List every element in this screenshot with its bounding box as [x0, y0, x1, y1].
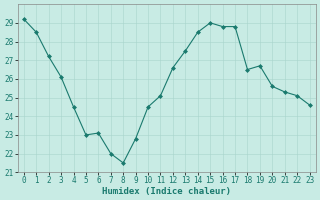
X-axis label: Humidex (Indice chaleur): Humidex (Indice chaleur): [102, 187, 231, 196]
